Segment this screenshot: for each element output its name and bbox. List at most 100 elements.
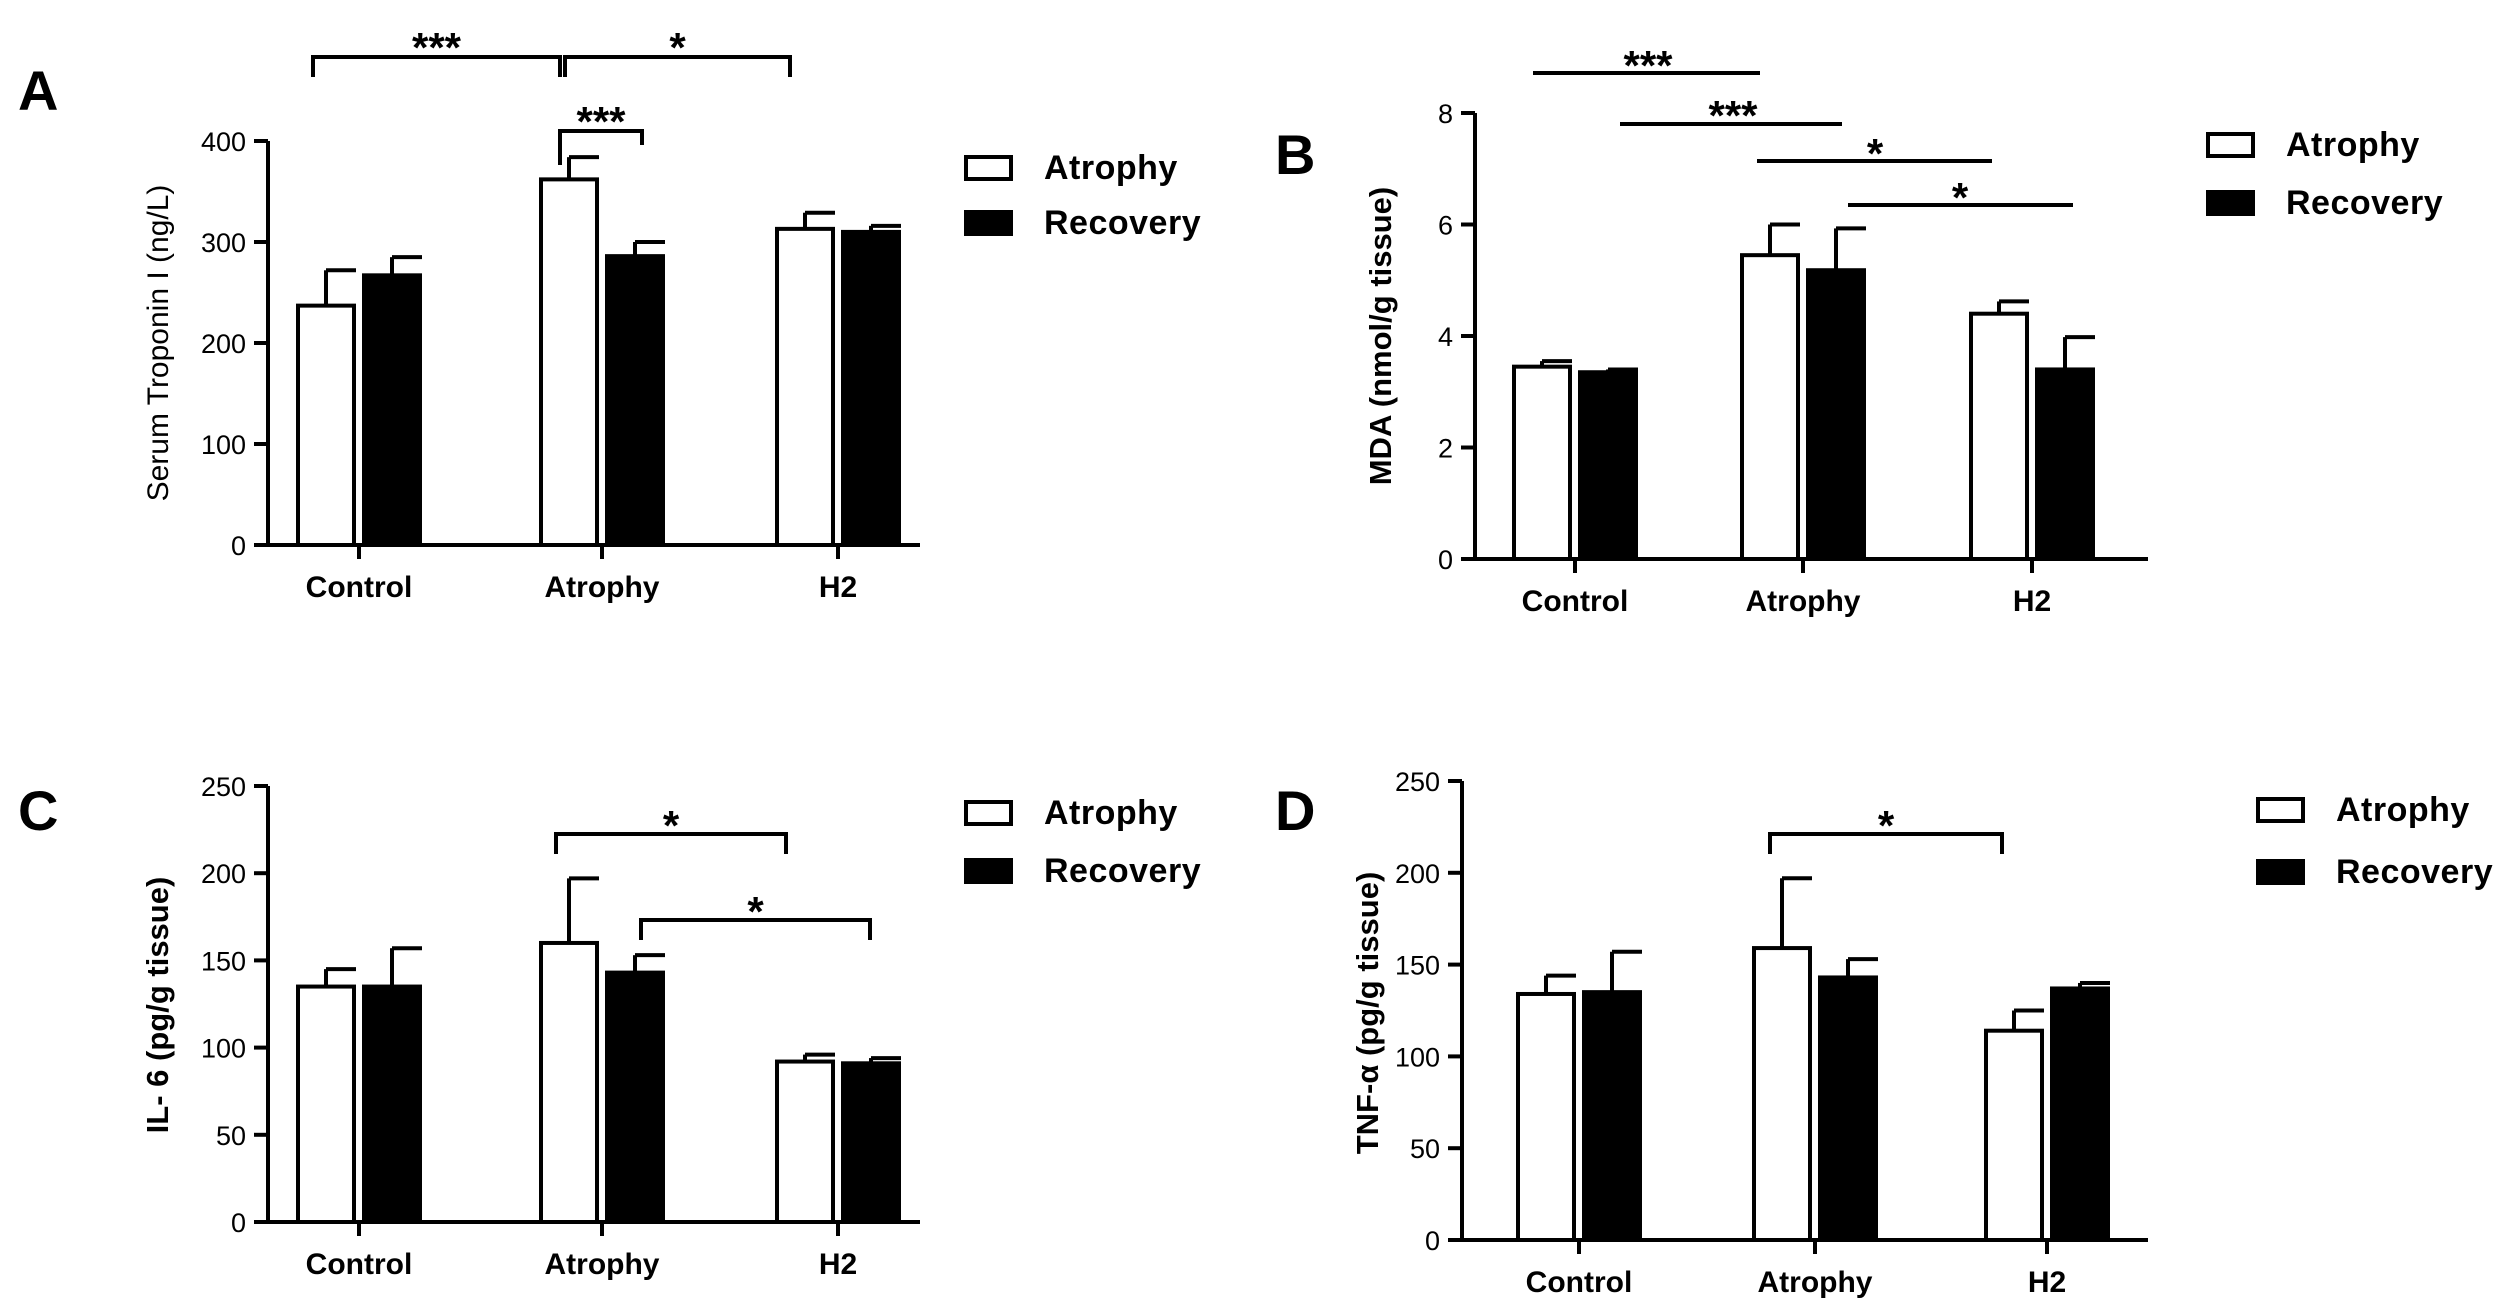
y-tick-label: 0 [1425,1226,1440,1256]
y-tick-label: 100 [201,1034,246,1064]
legend-label-recovery: Recovery [1044,204,1201,242]
y-tick-label: 100 [1395,1042,1440,1072]
legend-swatch-atrophy [964,800,1013,826]
y-tick-label: 4 [1438,322,1453,352]
significance-bracket [311,55,562,77]
legend-swatch-recovery [964,858,1013,884]
x-tick-label: Atrophy [545,1248,660,1281]
y-axis-title: IL- 6 (pg/g tissue) [140,877,175,1134]
y-tick-label: 150 [1395,951,1440,981]
x-tick-label: Control [1526,1266,1633,1299]
significance-label: *** [576,98,626,145]
significance-label: * [1878,802,1895,849]
significance-bracket [563,55,792,77]
bar-recovery-h2 [841,1061,901,1225]
panel-label: C [18,779,58,842]
y-tick-label: 0 [231,531,246,561]
significance-label: * [663,802,680,849]
panel-label: D [1275,779,1315,842]
bar-recovery-atrophy [1818,975,1878,1243]
x-tick-label: H2 [2028,1266,2066,1299]
legend-swatch-recovery [2256,859,2305,885]
y-tick-label: 150 [201,946,246,976]
bar-recovery-atrophy [605,254,665,547]
y-axis-title: MDA (nmol/g tissue) [1363,187,1398,486]
significance-bracket [554,832,788,854]
panel-b: B 0 2 4 6 8 Control Atrophy H2 MDA (nmol/g tissue… [1275,42,2443,618]
significance-bracket [1768,832,2004,854]
y-tick-label: 100 [201,430,246,460]
bar-atrophy-control [296,303,356,547]
y-tick-label: 0 [1438,545,1453,575]
bar-recovery-control [1582,990,1642,1243]
bar-recovery-control [362,984,422,1224]
x-tick-label: Atrophy [1758,1266,1873,1299]
y-tick-label: 200 [201,859,246,889]
x-tick-label: Control [306,1248,413,1281]
x-tick-label: Control [306,571,413,604]
bar-recovery-control [1578,370,1638,561]
y-tick-label: 2 [1438,434,1453,464]
panel-a: A 0 100 200 300 400 Control Atrophy H2 Serum Trop… [18,24,1201,604]
bar-atrophy-h2 [775,226,835,547]
y-tick-label: 6 [1438,211,1453,241]
x-tick-label: Control [1522,585,1629,618]
bar-recovery-atrophy [605,970,665,1224]
bar-recovery-atrophy [1806,268,1866,561]
significance-label: * [1867,130,1884,177]
bar-atrophy-atrophy [539,940,599,1225]
legend-label-atrophy: Atrophy [1044,794,1178,832]
legend-swatch-recovery [2206,190,2255,216]
significance-bracket [558,129,644,165]
significance-label: *** [1623,42,1673,89]
panel-label: A [18,59,58,122]
y-tick-label: 400 [201,127,246,157]
legend-label-recovery: Recovery [2286,184,2443,222]
x-tick-label: Atrophy [1746,585,1861,618]
y-tick-label: 0 [231,1208,246,1238]
x-tick-label: H2 [819,571,857,604]
bar-atrophy-atrophy [1740,253,1800,561]
legend-swatch-recovery [964,210,1013,236]
bar-recovery-h2 [841,229,901,547]
legend-label-atrophy: Atrophy [2336,791,2470,829]
bar-atrophy-control [1516,991,1576,1243]
significance-label: * [669,24,686,71]
legend-swatch-atrophy [2256,797,2305,823]
y-tick-label: 300 [201,228,246,258]
bar-atrophy-h2 [1984,1028,2044,1243]
y-axis-title: TNF-α (pg/g tissue) [1350,872,1385,1155]
y-axis-title: Serum Troponin I (ng/L) [142,185,175,502]
bar-recovery-h2 [2035,367,2095,562]
significance-label: *** [1708,92,1758,139]
significance-label: *** [412,24,462,71]
legend-label-recovery: Recovery [2336,853,2493,891]
significance-bracket [639,918,872,940]
panel-d: D 0 50 100 150 200 250 Control Atrophy H2 TNF-α (p… [1275,767,2493,1299]
x-tick-label: Atrophy [545,571,660,604]
bar-atrophy-atrophy [1752,946,1812,1242]
y-tick-label: 200 [1395,859,1440,889]
y-tick-label: 50 [216,1121,246,1151]
bar-atrophy-h2 [1969,311,2029,562]
bar-atrophy-control [296,984,356,1224]
legend-swatch-atrophy [964,155,1013,181]
bar-atrophy-control [1512,364,1572,561]
y-tick-label: 200 [201,329,246,359]
bar-recovery-h2 [2050,986,2110,1243]
x-tick-label: H2 [819,1248,857,1281]
legend-label-recovery: Recovery [1044,852,1201,890]
y-tick-label: 50 [1410,1134,1440,1164]
legend-label-atrophy: Atrophy [1044,149,1178,187]
panel-c: C 0 50 100 150 200 250 Control Atrophy H2 IL- 6 (p… [18,772,1201,1281]
bar-atrophy-atrophy [539,177,599,547]
significance-label: * [747,888,764,935]
y-tick-label: 8 [1438,99,1453,129]
bar-atrophy-h2 [775,1059,835,1224]
y-tick-label: 250 [1395,767,1440,797]
panel-label: B [1275,123,1315,186]
bar-recovery-control [362,273,422,547]
x-tick-label: H2 [2013,585,2051,618]
significance-label: * [1952,174,1969,221]
